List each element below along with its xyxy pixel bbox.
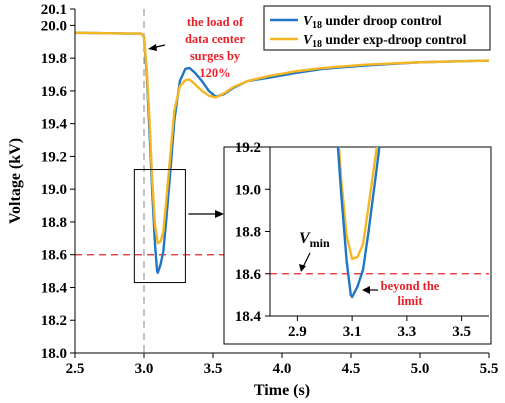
inset-x-tick-label: 3.3 — [398, 324, 417, 340]
x-axis-label: Time (s) — [254, 382, 310, 399]
y-tick-label: 18.0 — [41, 346, 67, 362]
main-plot-area: 2.5 3.0 3.5 4.0 4.5 5.0 5.5 18.0 18.2 18.4 18.6 18.… — [7, 2, 498, 399]
inset-x-tick-label: 3.5 — [452, 324, 471, 340]
x-tick-label: 5.0 — [411, 361, 430, 377]
x-tick-label: 4.0 — [273, 361, 292, 377]
legend-box — [263, 5, 491, 51]
series-line-1 — [75, 31, 489, 245]
event-arrowhead — [148, 44, 157, 51]
legend-entry-1: V18 under exp-droop control — [303, 32, 467, 50]
annotations: the load of data center surges by 120% Vmin b… — [148, 15, 440, 308]
y-axis-label: Voltage (kV) — [7, 138, 24, 224]
zoom-arrowhead — [215, 210, 224, 218]
event-annotation-line: data center — [185, 32, 245, 46]
inset-x-tick-label: 3.1 — [343, 324, 362, 340]
y-tick-label: 19.2 — [41, 149, 67, 165]
event-annotation-line: 120% — [199, 66, 230, 80]
inset-y-tick-label: 18.8 — [235, 225, 261, 241]
vmin-label: Vmin — [299, 230, 330, 250]
y-tick-label: 19.4 — [41, 117, 68, 133]
limit-annotation-line: beyond the — [381, 279, 440, 293]
zoom-box — [133, 169, 186, 284]
y-tick-label: 18.4 — [41, 280, 68, 296]
event-annotation-line: surges by — [190, 49, 241, 63]
x-tick-label: 2.5 — [66, 361, 85, 377]
event-annotation-line: the load of — [187, 15, 244, 29]
series-group — [75, 31, 489, 274]
zoom-inset: 2.9 3.1 3.3 3.5 18.4 18.6 18.8 19.0 19.2 — [223, 140, 492, 345]
y-tick-label: 18.2 — [41, 313, 67, 329]
inset-y-tick-label: 19.2 — [235, 140, 261, 156]
y-tick-label: 20.0 — [41, 18, 67, 34]
y-tick-label: 19.6 — [41, 84, 68, 100]
y-tick-label: 18.8 — [41, 215, 67, 231]
inset-frame — [223, 146, 492, 345]
y-tick-label: 20.1 — [41, 2, 67, 18]
vmin-arrowhead — [299, 264, 306, 272]
inset-y-tick-label: 18.4 — [235, 309, 262, 325]
y-tick-label: 19.0 — [41, 182, 67, 198]
x-tick-label: 3.5 — [204, 361, 223, 377]
limit-annotation-line: limit — [398, 294, 424, 308]
x-tick-label: 5.5 — [480, 361, 499, 377]
vmin-arrow — [302, 252, 311, 268]
y-tick-label: 19.8 — [41, 51, 67, 67]
inset-x-tick-label: 2.9 — [288, 324, 307, 340]
x-tick-label: 4.5 — [342, 361, 361, 377]
limit-arrowhead — [362, 286, 370, 294]
legend-entry-0: V18 under droop control — [303, 13, 442, 31]
inset-y-tick-label: 18.6 — [235, 267, 262, 283]
inset-y-tick-label: 19.0 — [235, 182, 261, 198]
x-tick-label: 3.0 — [135, 361, 154, 377]
y-tick-label: 18.6 — [41, 248, 68, 264]
